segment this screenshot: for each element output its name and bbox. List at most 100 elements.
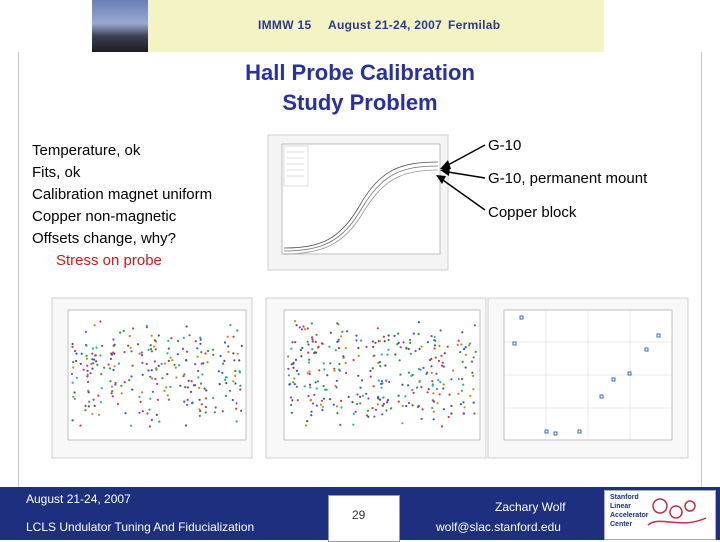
scatter-point	[301, 346, 304, 350]
scatter-point	[149, 397, 152, 400]
scatter-point	[333, 369, 336, 372]
scatter-point	[473, 412, 476, 415]
scatter-point	[131, 364, 134, 367]
scatter-point	[141, 361, 144, 364]
scatter-point	[291, 341, 294, 344]
scatter-point	[299, 349, 302, 352]
scatter-point	[325, 388, 328, 391]
scatter-point	[396, 343, 399, 346]
scatter-point	[315, 333, 318, 336]
scatter-point	[460, 377, 464, 381]
scatter-point	[397, 341, 400, 344]
scatter-point	[440, 425, 444, 428]
scatter-point	[462, 383, 465, 386]
bullet-list: Temperature, ok Fits, ok Calibration mag…	[32, 140, 212, 272]
scatter-point	[205, 389, 208, 392]
scatter-point	[212, 396, 215, 400]
scatter-point	[190, 390, 193, 393]
scatter-point	[292, 366, 295, 369]
scatter-point	[287, 355, 290, 358]
scatter-point	[399, 373, 402, 376]
scatter-point	[378, 398, 382, 401]
scatter-point	[333, 367, 336, 370]
scatter-point	[304, 424, 308, 427]
scatter-point	[224, 394, 228, 397]
scatter-point	[307, 394, 310, 398]
scatter-point	[109, 357, 112, 360]
banner-host: Fermilab	[448, 18, 501, 32]
scatter-point	[163, 362, 167, 365]
scatter-point	[369, 375, 372, 378]
scatter-point	[239, 388, 242, 391]
scatter-point	[438, 344, 441, 347]
scatter-point	[174, 366, 177, 369]
scatter-point	[309, 398, 312, 402]
scatter-point	[293, 383, 296, 386]
scatter-point	[236, 329, 239, 332]
scatter-point	[149, 344, 152, 347]
scatter-point	[147, 348, 150, 351]
scatter-point	[91, 352, 94, 355]
scatter-point	[462, 401, 465, 404]
scatter-point	[239, 384, 242, 387]
scatter-point	[307, 343, 310, 346]
scatter-point	[409, 341, 412, 344]
scatter-point	[315, 387, 318, 390]
scatter-point	[141, 391, 144, 394]
scatter-point	[321, 409, 324, 412]
scatter-point	[437, 379, 440, 382]
scatter-point	[335, 386, 338, 389]
scatter-point	[405, 347, 408, 350]
scatter-point	[108, 367, 111, 370]
scatter-point	[310, 410, 313, 413]
scatter-point	[240, 409, 243, 412]
scatter-point	[420, 386, 423, 389]
footer-author: Zachary Wolf	[495, 500, 566, 514]
scatter-point	[372, 355, 375, 358]
scatter-point	[442, 408, 445, 411]
scatter-point	[340, 335, 343, 338]
scatter-point	[472, 388, 475, 391]
scatter-point	[322, 362, 325, 365]
scatter-point	[182, 375, 185, 378]
scatter-point	[320, 399, 323, 402]
scatter-point	[79, 362, 82, 365]
scatter-point	[99, 320, 102, 323]
scatter-point	[112, 338, 115, 341]
scatter-point	[141, 373, 144, 376]
scatter-point	[309, 386, 312, 389]
scatter-point	[438, 393, 441, 396]
scatter-point	[204, 352, 207, 355]
scatter-point	[422, 366, 425, 369]
scatter-point	[161, 377, 164, 380]
scatter-point	[426, 341, 429, 344]
scatter-point	[150, 369, 153, 372]
scatter-point	[85, 357, 89, 360]
scatter-point	[235, 407, 238, 410]
scatter-point	[223, 359, 226, 362]
scatter-point	[359, 402, 362, 405]
scatter-point	[419, 368, 422, 371]
scatter-point	[427, 388, 430, 391]
scatter-point	[450, 404, 453, 407]
scatter-point	[374, 341, 377, 344]
scatter-point	[307, 351, 310, 354]
scatter-point	[361, 394, 364, 397]
scatter-point	[156, 398, 159, 401]
scatter-point	[156, 382, 159, 385]
scatter-point	[84, 404, 87, 407]
scatter-point	[411, 388, 414, 392]
scatter-point	[198, 414, 201, 417]
scatter-point	[111, 395, 114, 398]
fermilab-photo	[92, 0, 148, 52]
scatter-point	[310, 322, 313, 325]
scatter-point	[75, 359, 78, 363]
scatter-point	[141, 410, 144, 413]
scatter-point	[148, 425, 151, 428]
scatter-point	[386, 401, 389, 404]
scatter-point	[198, 398, 201, 401]
scatter-point	[464, 366, 467, 369]
scatter-point	[397, 394, 400, 397]
scatter-point	[92, 398, 95, 401]
scatter-point	[397, 400, 400, 403]
